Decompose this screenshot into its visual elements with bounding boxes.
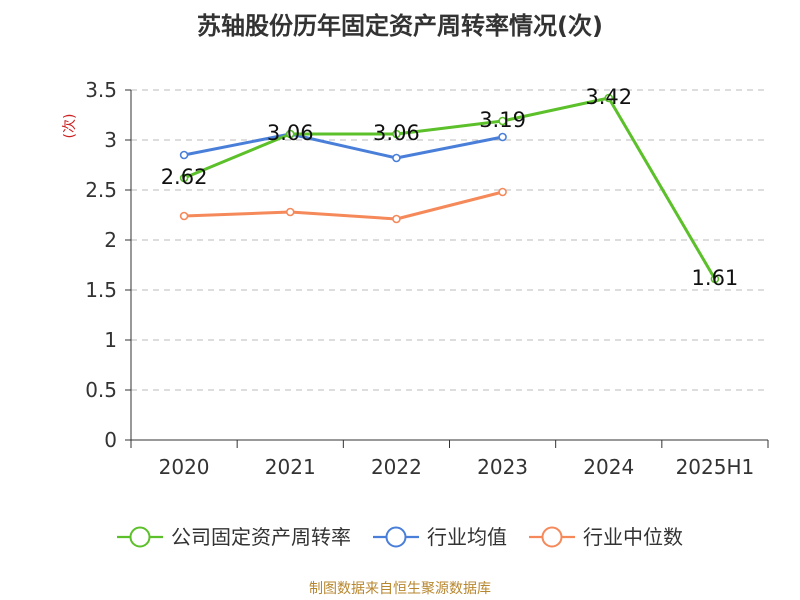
series-line-1 — [183, 96, 717, 280]
legend-label: 行业均值 — [427, 525, 507, 549]
legend-marker — [129, 526, 151, 548]
data-label: 2.62 — [161, 165, 208, 189]
data-point — [179, 150, 189, 160]
y-tick-label: 3.5 — [85, 78, 117, 102]
y-tick-label: 0 — [104, 428, 117, 452]
y-tick-label: 1.5 — [85, 278, 117, 302]
source-note: 制图数据来自恒生聚源数据库 — [309, 581, 491, 597]
y-tick-label: 2 — [104, 228, 117, 252]
x-tick-label: 2020 — [159, 455, 210, 479]
x-tick-label: 2023 — [477, 455, 528, 479]
data-label: 3.06 — [267, 121, 314, 145]
series-line-2 — [183, 132, 503, 160]
series-line-3 — [184, 190, 503, 221]
data-label: 3.06 — [373, 121, 420, 145]
y-tick-label: 0.5 — [85, 378, 117, 402]
data-point — [498, 187, 507, 197]
data-label: 1.61 — [692, 266, 739, 290]
data-point — [392, 129, 401, 139]
x-tick-label: 2022 — [371, 455, 422, 479]
data-point — [392, 153, 401, 163]
legend-marker — [385, 526, 407, 548]
data-point — [179, 173, 189, 183]
data-point — [392, 214, 401, 224]
y-tick-label: 3 — [104, 128, 117, 152]
x-tick-label: 2024 — [583, 455, 634, 479]
data-point — [710, 274, 720, 284]
y-tick-label: 1 — [104, 328, 117, 352]
legend-marker — [541, 526, 563, 548]
y-tick-label: 2.5 — [85, 178, 117, 202]
data-point — [604, 93, 614, 103]
legend-label: 行业中位数 — [583, 525, 683, 549]
data-point — [285, 207, 295, 217]
data-point — [285, 129, 295, 139]
x-tick-label: 2025H1 — [676, 455, 755, 479]
data-point — [179, 211, 189, 221]
x-tick-label: 2021 — [265, 455, 316, 479]
chart-title: 苏轴股份历年固定资产周转率情况(次) — [197, 12, 603, 40]
y-axis-label: (次) — [62, 114, 78, 139]
data-point — [498, 132, 507, 142]
legend-label: 公司固定资产周转率 — [171, 525, 351, 549]
data-label: 3.42 — [585, 85, 632, 109]
data-label: 3.19 — [479, 108, 526, 132]
data-point — [498, 116, 507, 126]
